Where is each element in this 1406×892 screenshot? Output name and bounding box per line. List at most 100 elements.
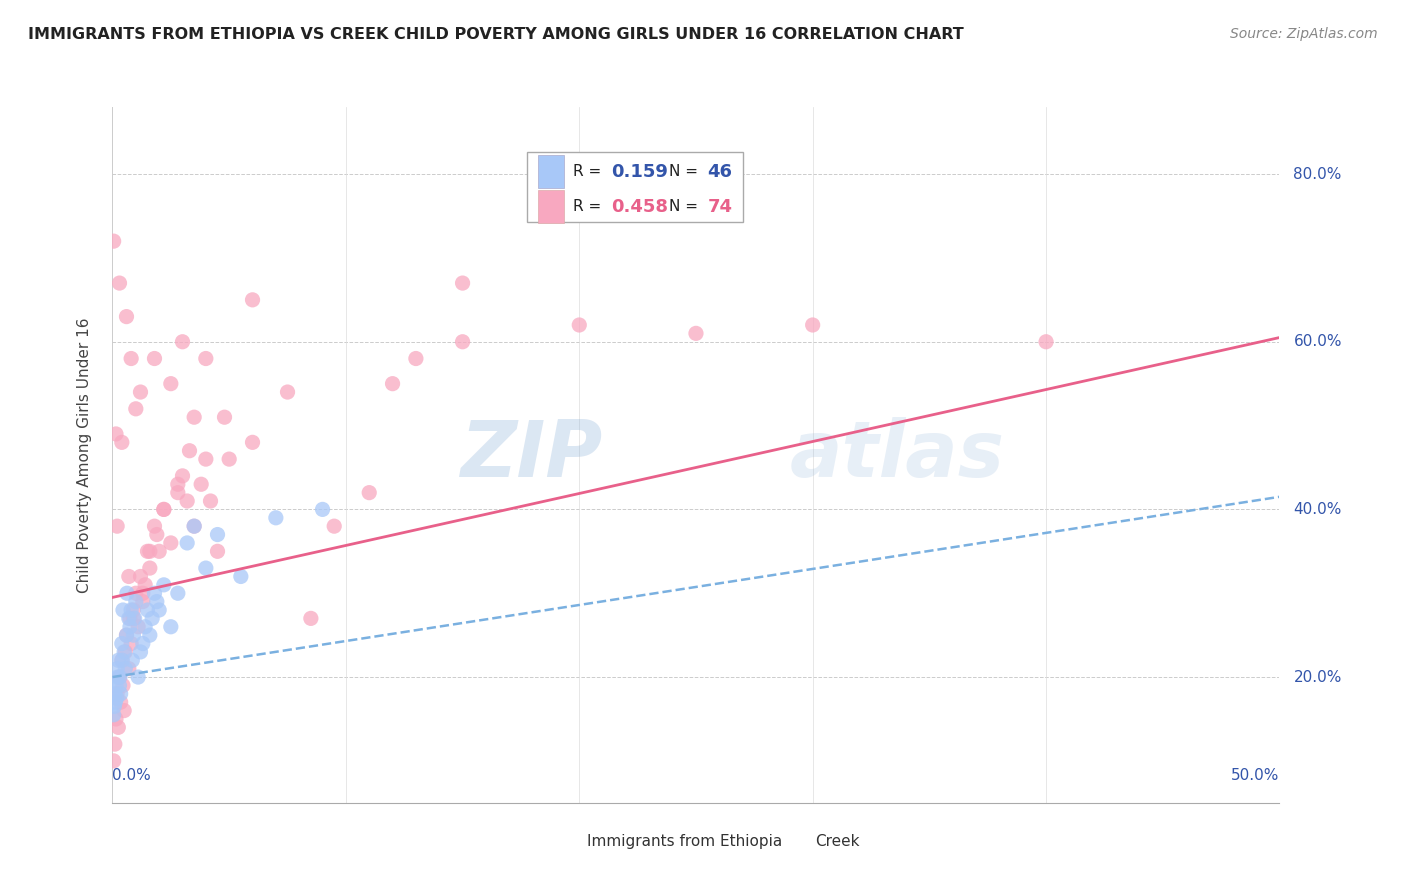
Point [264,510,287,524]
Point [110,695,132,709]
Point [146,527,169,541]
Text: R =: R = [574,164,606,179]
Point [194,561,217,575]
Point [111,653,134,667]
Text: 40.0%: 40.0% [1294,502,1341,516]
Point [110,687,132,701]
Point [194,351,217,366]
Point [115,586,138,600]
Point [115,628,138,642]
Point [105,687,128,701]
Text: 60.0%: 60.0% [1294,334,1341,350]
Point [299,611,322,625]
Point [148,603,170,617]
Text: 46: 46 [707,162,733,181]
Point [359,485,381,500]
Point [122,611,145,625]
Point [139,544,162,558]
Point [108,670,131,684]
Point [160,620,183,634]
Point [139,561,162,575]
Point [129,385,152,400]
Point [160,376,183,391]
Point [229,569,252,583]
Point [118,611,141,625]
Point [118,569,141,583]
Point [200,494,222,508]
Point [153,502,176,516]
Point [120,351,142,366]
Point [134,620,156,634]
Point [104,678,127,692]
Text: N =: N = [669,164,703,179]
Text: Immigrants from Ethiopia: Immigrants from Ethiopia [588,833,783,848]
Point [134,578,156,592]
Point [115,628,138,642]
Text: IMMIGRANTS FROM ETHIOPIA VS CREEK CHILD POVERTY AMONG GIRLS UNDER 16 CORRELATION: IMMIGRANTS FROM ETHIOPIA VS CREEK CHILD … [28,27,965,42]
Point [108,276,131,290]
Point [125,586,148,600]
FancyBboxPatch shape [550,827,576,853]
Text: 0.0%: 0.0% [112,768,152,783]
Point [122,603,145,617]
Point [115,310,138,324]
Point [218,452,240,467]
Point [120,636,142,650]
Point [166,477,188,491]
Point [172,334,194,349]
Point [160,536,183,550]
Point [122,628,145,642]
Point [451,334,474,349]
Point [1035,334,1057,349]
Point [112,645,135,659]
Text: atlas: atlas [789,417,1004,493]
Point [176,494,198,508]
Point [111,435,134,450]
Point [143,586,166,600]
Point [568,318,591,332]
Point [114,662,136,676]
Point [129,569,152,583]
Point [801,318,824,332]
Point [685,326,707,341]
Point [146,594,169,608]
Text: ZIP: ZIP [460,417,603,493]
Point [132,586,155,600]
Point [103,234,125,248]
Text: 74: 74 [707,197,733,216]
Text: 80.0%: 80.0% [1294,167,1341,182]
Text: 20.0%: 20.0% [1294,670,1341,684]
Point [166,485,188,500]
Point [107,670,129,684]
Point [108,670,131,684]
Point [179,443,201,458]
FancyBboxPatch shape [538,155,564,188]
Point [132,594,155,608]
Point [143,519,166,533]
Point [139,628,162,642]
Point [103,754,125,768]
Text: R =: R = [574,199,606,214]
FancyBboxPatch shape [778,827,803,853]
Point [104,687,127,701]
Point [166,586,188,600]
Point [121,653,143,667]
Point [105,691,128,706]
Point [111,653,134,667]
Point [103,707,125,722]
Text: N =: N = [669,199,703,214]
Point [214,410,236,425]
Point [276,385,298,400]
Point [104,712,127,726]
Point [120,603,142,617]
Point [127,620,149,634]
Point [104,427,127,442]
Point [118,662,141,676]
Point [405,351,427,366]
Y-axis label: Child Poverty Among Girls Under 16: Child Poverty Among Girls Under 16 [77,318,91,592]
Point [111,678,134,692]
Text: 50.0%: 50.0% [1232,768,1279,783]
Point [112,704,135,718]
Point [207,544,229,558]
Point [153,578,176,592]
